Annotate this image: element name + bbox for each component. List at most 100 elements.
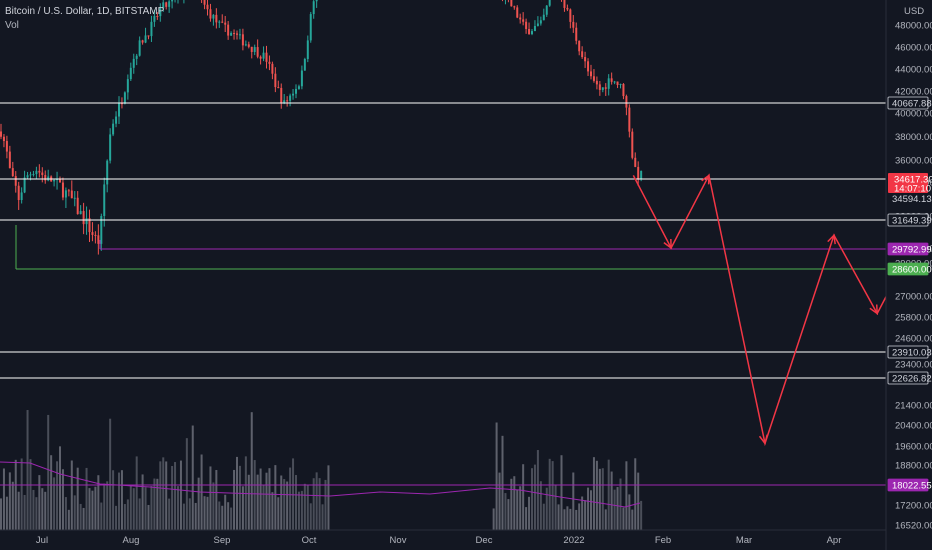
volume-bar <box>141 474 144 530</box>
candle-body <box>141 40 144 43</box>
candle-body <box>156 16 159 18</box>
level-price-text: 18022.55 <box>892 481 932 492</box>
volume-bar <box>604 509 607 530</box>
candle-body <box>67 190 70 192</box>
candle-body <box>14 176 17 186</box>
volume-bar <box>179 460 182 530</box>
price-tick-label: 18800.00 <box>895 461 932 472</box>
volume-bar <box>188 498 191 530</box>
candle-body <box>227 24 230 36</box>
candle-body <box>138 40 141 56</box>
volume-bar <box>67 509 70 530</box>
candle-body <box>253 47 256 52</box>
time-tick-label: Feb <box>655 535 671 546</box>
volume-bar <box>587 487 590 530</box>
volume-bar <box>212 482 215 530</box>
volume-bar <box>592 457 595 530</box>
candle-body <box>126 79 129 93</box>
current-price-countdown: 14:07:10 <box>894 184 931 195</box>
price-tick-label: 17200.00 <box>895 501 932 512</box>
candle-body <box>203 0 206 5</box>
volume-bar <box>306 484 309 530</box>
candles <box>0 0 643 255</box>
candle-body <box>76 197 79 215</box>
candle-body <box>70 190 73 199</box>
volume-bar <box>513 476 516 530</box>
volume-bar <box>554 484 557 530</box>
volume-bar <box>280 475 283 530</box>
candle-body <box>132 58 135 68</box>
volume-bar <box>70 460 73 530</box>
price-tick-label: 27000.00 <box>895 292 932 303</box>
candle-body <box>97 235 100 244</box>
volume-bar <box>135 456 138 530</box>
level-price-text: 22626.82 <box>892 374 932 385</box>
candle-body <box>566 7 569 10</box>
volume-bar <box>85 467 88 530</box>
volume-bar <box>548 458 551 530</box>
volume-bar <box>144 487 147 530</box>
volume-bar <box>17 491 20 530</box>
volume-bar <box>233 469 236 530</box>
candle-body <box>625 96 628 108</box>
volume-bar <box>507 499 510 530</box>
volume-bar <box>569 508 572 530</box>
volume-bar <box>177 486 179 530</box>
volume-bar <box>44 491 47 530</box>
candle-body <box>26 175 29 178</box>
price-tick-label: 38000.00 <box>895 132 932 143</box>
volume-bar <box>197 477 200 530</box>
volume-bar <box>97 475 100 530</box>
projection-arrowhead <box>869 304 879 316</box>
volume-bar <box>283 479 286 530</box>
volume-bar <box>318 478 321 530</box>
volume-bar <box>522 464 525 530</box>
volume-bar <box>61 469 64 530</box>
candle-body <box>144 35 147 43</box>
level-price-tag <box>887 213 929 227</box>
volume-bar <box>123 504 126 530</box>
candle-body <box>5 141 8 152</box>
time-tick-label: Nov <box>390 535 407 546</box>
candle-body <box>115 116 118 124</box>
volume-bar <box>23 494 26 530</box>
candle-body <box>634 157 637 167</box>
candle-body <box>35 170 38 175</box>
volume-bar <box>11 481 14 530</box>
volume-bar <box>5 496 8 530</box>
volume-bar <box>510 478 513 530</box>
candle-body <box>519 17 522 20</box>
volume-bar <box>91 490 94 530</box>
candle-body <box>289 95 292 101</box>
candle-body <box>613 81 616 83</box>
volume-bar <box>321 504 324 530</box>
candle-body <box>129 67 132 80</box>
candle-body <box>595 80 598 85</box>
volume-bar <box>315 472 318 530</box>
candle-body <box>569 9 572 22</box>
candle-body <box>604 87 607 89</box>
volume-bar <box>563 509 566 530</box>
level-price-text: 31649.39 <box>892 216 932 227</box>
volume-bar <box>572 472 575 530</box>
candle-body <box>268 61 271 64</box>
candle-body <box>283 100 286 103</box>
symbol-title: Bitcoin / U.S. Dollar, 1D, BITSTAMP <box>5 6 165 17</box>
volume-bar <box>292 458 295 530</box>
candle-body <box>135 55 138 59</box>
level-price-tag <box>887 262 929 276</box>
volume-bar <box>533 464 536 530</box>
candle-body <box>2 136 5 142</box>
candle-body <box>29 174 32 176</box>
volume-bar <box>94 486 97 530</box>
candle-body <box>224 22 227 25</box>
level-price-text: 23910.03 <box>892 348 932 359</box>
price-tick-label: 24600.00 <box>895 334 932 345</box>
candle-body <box>61 182 64 198</box>
candle-body <box>64 190 67 198</box>
volume-bar <box>79 503 82 530</box>
volume-bar <box>56 461 59 530</box>
candle-body <box>32 174 35 176</box>
time-tick-label: Jul <box>36 535 48 546</box>
